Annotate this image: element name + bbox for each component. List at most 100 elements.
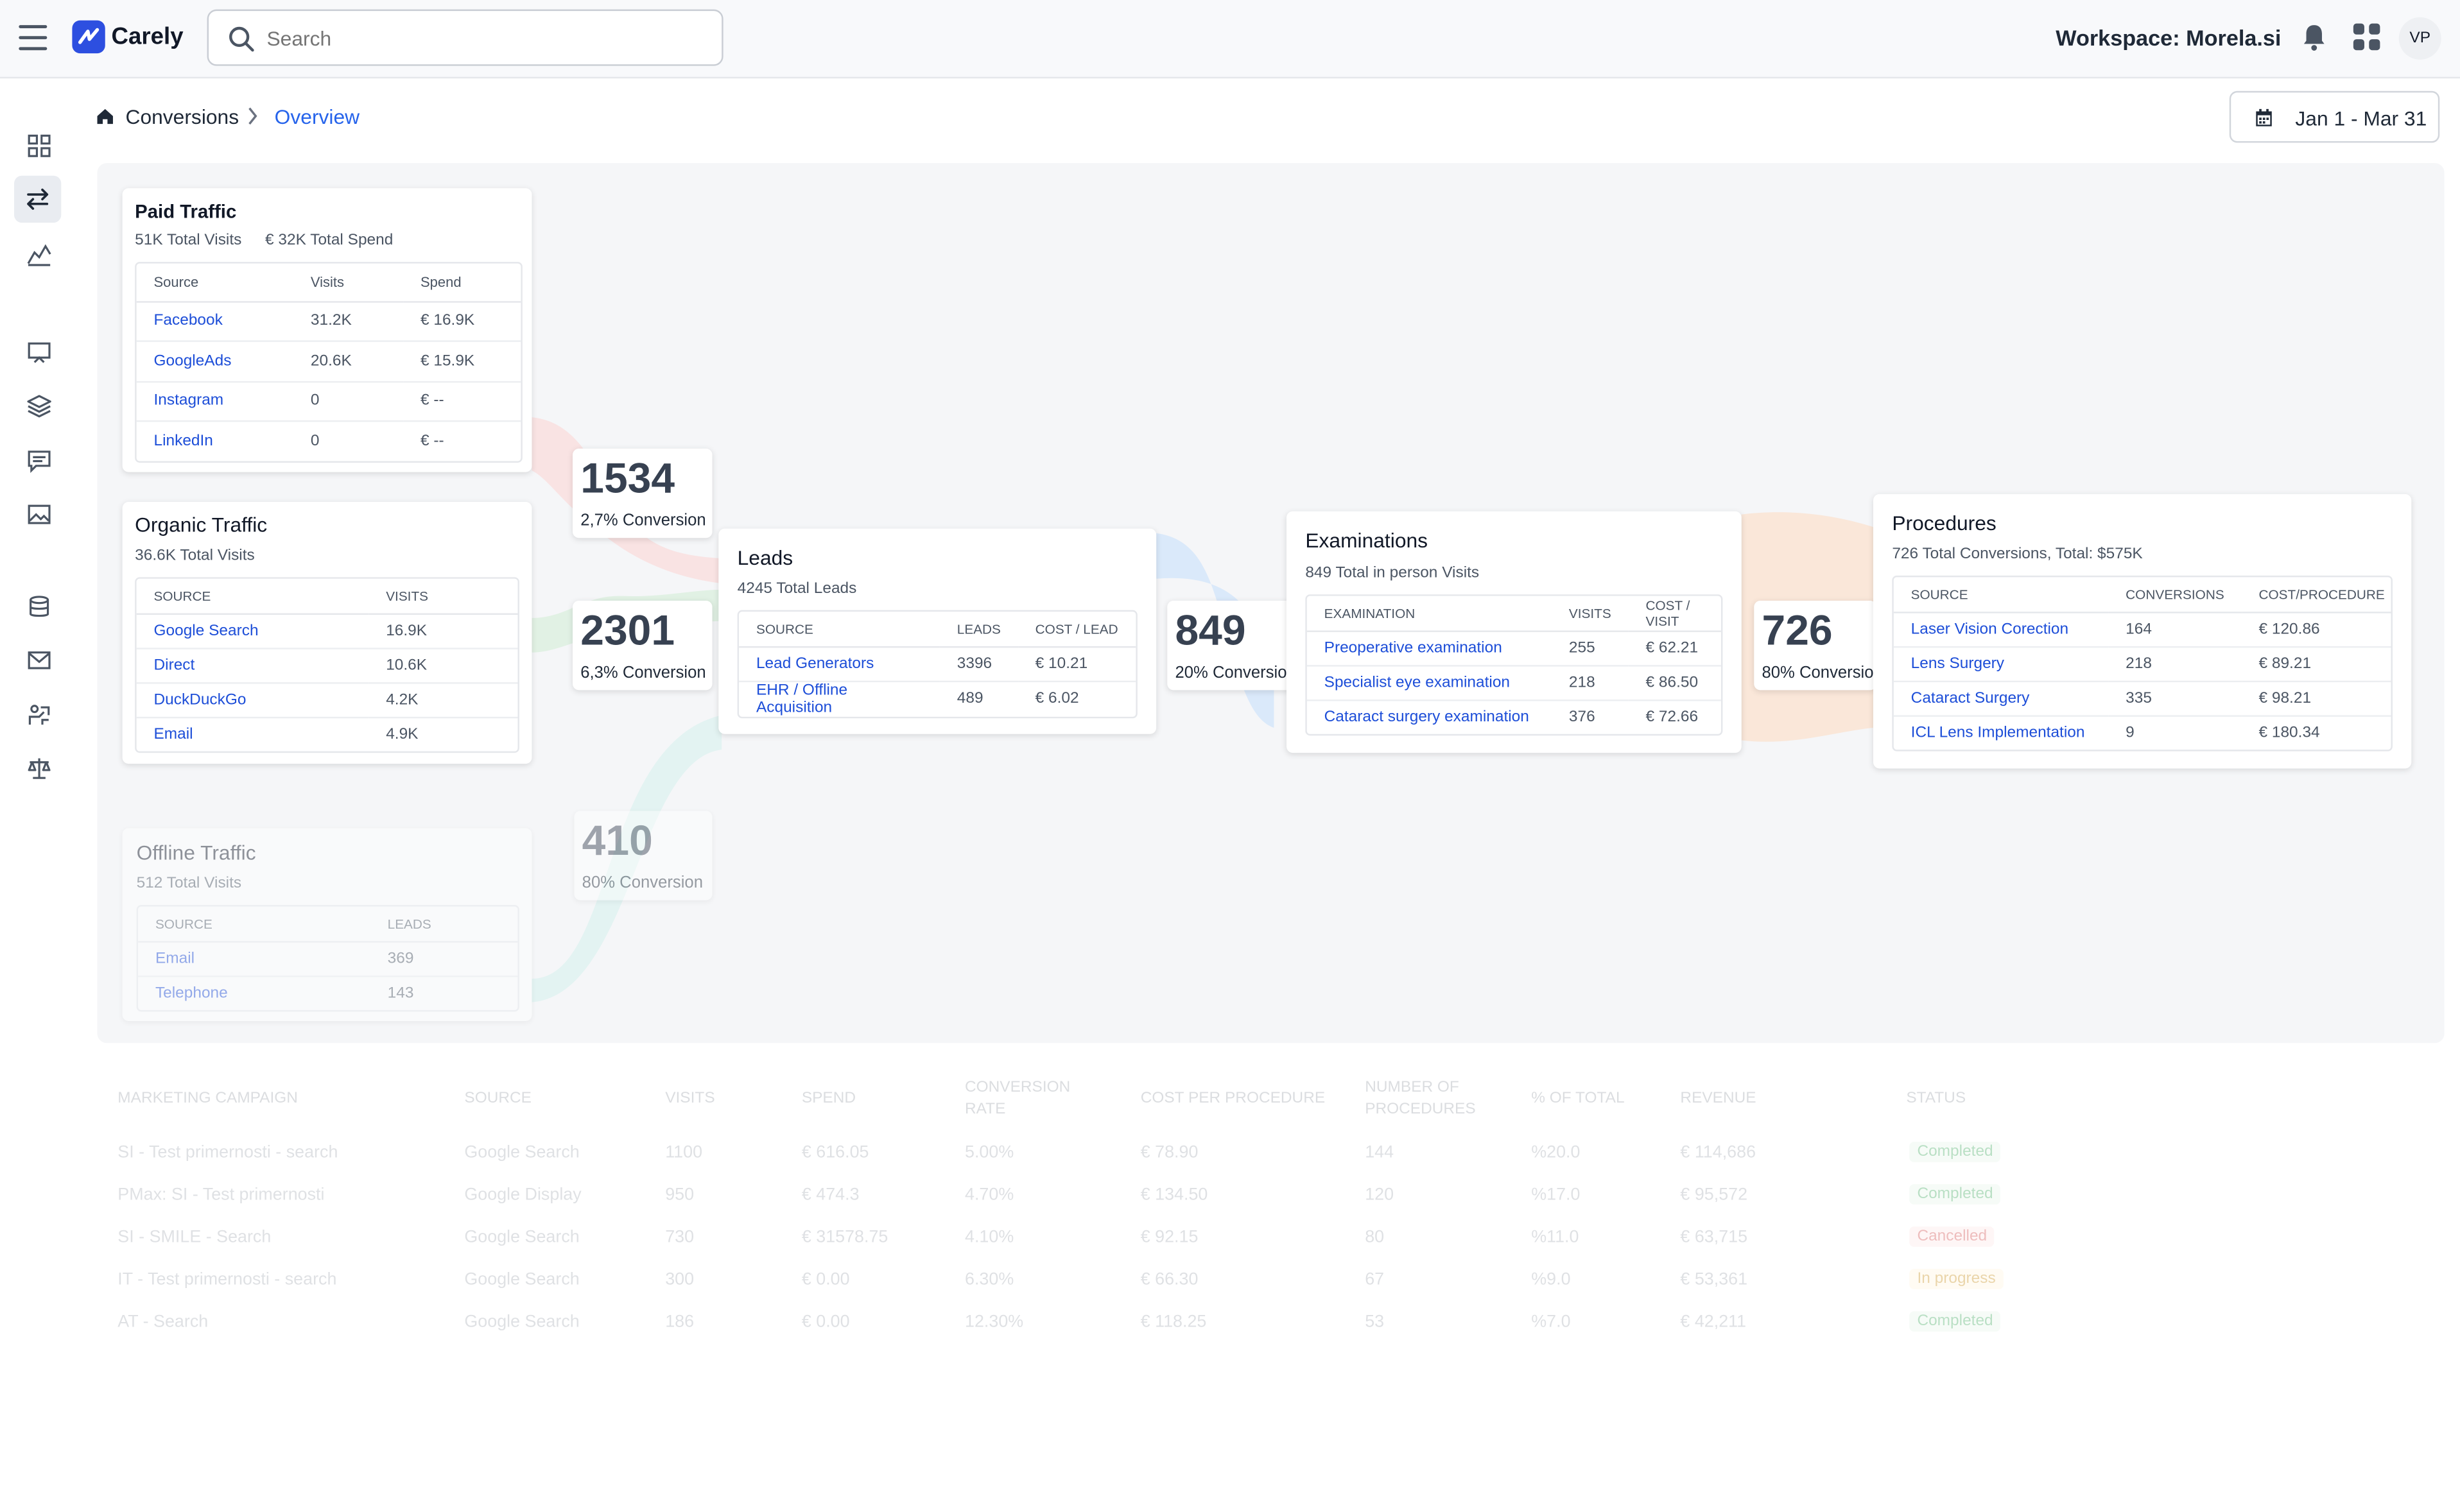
status-badge: Cancelled: [1909, 1226, 1995, 1247]
workspace-label[interactable]: Workspace: Morela.si: [2056, 25, 2282, 51]
examinations-subtitle: 849 Total in person Visits: [1305, 564, 1480, 582]
metric-value: 849: [1175, 606, 1246, 655]
status-badge: In progress: [1909, 1269, 2004, 1289]
cell: 335: [2108, 680, 2242, 716]
source-link[interactable]: Email: [138, 941, 370, 977]
table-row[interactable]: Google Search 16.9K: [136, 613, 518, 649]
people-icon[interactable]: [22, 698, 56, 733]
table-row[interactable]: Email 4.9K: [137, 717, 518, 752]
source-link[interactable]: GoogleAds: [136, 341, 294, 382]
campaign-name[interactable]: SI - Test primernosti - search: [117, 1143, 338, 1162]
table-row[interactable]: EHR / Offline Acquisition 489 € 6.02: [739, 681, 1136, 716]
chat-icon[interactable]: [22, 444, 56, 479]
column-header: NUMBER OF PROCEDURES: [1365, 1079, 1476, 1118]
bell-icon[interactable]: [2301, 24, 2326, 52]
examination-link[interactable]: Preoperative examination: [1306, 630, 1552, 666]
source-link[interactable]: Lead Generators: [739, 646, 940, 682]
column-header: Visits: [293, 263, 404, 302]
mail-icon[interactable]: [22, 643, 56, 678]
date-range-button[interactable]: Jan 1 - Mar 31: [2229, 90, 2440, 143]
breadcrumb-overview[interactable]: Overview: [274, 105, 360, 129]
table-cell: 53: [1365, 1312, 1385, 1332]
cell: € 15.9K: [403, 341, 521, 382]
table-row[interactable]: Lens Surgery 218 € 89.21: [1893, 646, 2391, 682]
examination-link[interactable]: Specialist eye examination: [1306, 665, 1552, 701]
procedure-link[interactable]: Lens Surgery: [1893, 646, 2109, 682]
search-box[interactable]: [207, 9, 723, 66]
column-header: % OF TOTAL: [1531, 1090, 1625, 1108]
cell: 20.6K: [293, 341, 404, 382]
source-link[interactable]: Google Search: [136, 613, 369, 649]
cell: 376: [1568, 709, 1595, 726]
cell: € --: [403, 381, 521, 422]
app-name[interactable]: Carely: [111, 23, 184, 51]
status-badge: Completed: [1909, 1311, 2001, 1332]
metric-label: 80% Conversion: [1762, 663, 1876, 683]
table-row[interactable]: Preoperative examination 255 € 62.21: [1306, 630, 1721, 666]
table-row[interactable]: GoogleAds 20.6K € 15.9K: [136, 341, 521, 382]
scale-icon[interactable]: [22, 752, 56, 786]
table-row[interactable]: Direct 10.6K: [136, 648, 518, 683]
table-row[interactable]: Laser Vision Corection 164 € 120.86: [1893, 612, 2391, 648]
analytics-icon[interactable]: [22, 237, 56, 271]
source-link[interactable]: Email: [153, 725, 193, 743]
table-cell: € 92.15: [1140, 1228, 1199, 1247]
dashboard-icon[interactable]: [22, 128, 56, 163]
presentation-icon[interactable]: [22, 336, 56, 370]
campaign-name[interactable]: AT - Search: [117, 1312, 209, 1332]
source-link[interactable]: Telephone: [155, 984, 228, 1002]
table-row[interactable]: Instagram 0 € --: [136, 381, 521, 422]
table-cell: € 0.00: [801, 1312, 850, 1332]
examination-link[interactable]: Cataract surgery examination: [1324, 709, 1529, 726]
campaign-name[interactable]: SI - SMILE - Search: [117, 1228, 272, 1247]
table-cell: € 63,715: [1680, 1228, 1748, 1247]
campaign-name[interactable]: PMax: SI - Test primernosti: [117, 1185, 325, 1205]
apps-grid-icon[interactable]: [2353, 23, 2380, 51]
menu-icon[interactable]: [19, 25, 48, 51]
table-row[interactable]: Email 369: [138, 941, 518, 977]
paid-traffic-table: Source Visits Spend Facebook 31.2K € 16.9K…: [135, 262, 523, 463]
table-row[interactable]: Telephone 143: [138, 975, 517, 1010]
table-cell: %20.0: [1531, 1143, 1581, 1162]
table-row[interactable]: ICL Lens Implementation 9 € 180.34: [1894, 715, 2391, 750]
breadcrumb-conversions[interactable]: Conversions: [125, 105, 239, 129]
search-input[interactable]: [266, 26, 706, 51]
table-cell: € 114,686: [1680, 1143, 1756, 1162]
source-link[interactable]: Direct: [136, 648, 369, 683]
conversions-icon[interactable]: [13, 175, 62, 223]
column-header: SOURCE: [1893, 577, 2109, 613]
cell: 0: [293, 381, 404, 422]
metric-value: 410: [582, 817, 653, 864]
table-row[interactable]: Facebook 31.2K € 16.9K: [136, 301, 521, 342]
chevron-right-icon: [248, 107, 257, 125]
source-link[interactable]: Instagram: [136, 381, 294, 422]
campaign-name[interactable]: IT - Test primernosti - search: [117, 1270, 337, 1289]
table-cell: 950: [665, 1185, 695, 1205]
layers-icon[interactable]: [22, 389, 56, 424]
procedure-link[interactable]: Cataract Surgery: [1893, 680, 2109, 716]
source-link[interactable]: DuckDuckGo: [136, 682, 369, 718]
metric-value: 726: [1762, 606, 1833, 655]
home-icon[interactable]: [96, 107, 114, 125]
procedure-link[interactable]: ICL Lens Implementation: [1910, 724, 2085, 742]
table-cell: 120: [1365, 1185, 1394, 1205]
table-row[interactable]: Cataract Surgery 335 € 98.21: [1893, 680, 2391, 716]
table-row[interactable]: Specialist eye examination 218 € 86.50: [1306, 665, 1721, 701]
database-icon[interactable]: [22, 590, 56, 624]
table-row[interactable]: Cataract surgery examination 376 € 72.66: [1307, 700, 1721, 734]
table-cell: € 31578.75: [801, 1228, 888, 1247]
cell: 31.2K: [293, 301, 404, 342]
table-row[interactable]: DuckDuckGo 4.2K: [136, 682, 518, 718]
offline-traffic-title: Offline Traffic: [136, 840, 256, 864]
table-row[interactable]: LinkedIn 0 € --: [137, 421, 521, 461]
procedure-link[interactable]: Laser Vision Corection: [1893, 612, 2109, 648]
table-cell: Google Display: [464, 1185, 582, 1205]
source-link[interactable]: Facebook: [136, 301, 294, 342]
table-row[interactable]: Lead Generators 3396 € 10.21: [739, 646, 1136, 682]
avatar[interactable]: VP: [2398, 17, 2441, 60]
source-link[interactable]: LinkedIn: [153, 433, 213, 451]
organic-traffic-subtitle: 36.6K Total Visits: [135, 547, 255, 565]
cell: € 98.21: [2241, 680, 2391, 716]
image-icon[interactable]: [22, 497, 56, 532]
source-link[interactable]: EHR / Offline Acquisition: [756, 681, 848, 716]
